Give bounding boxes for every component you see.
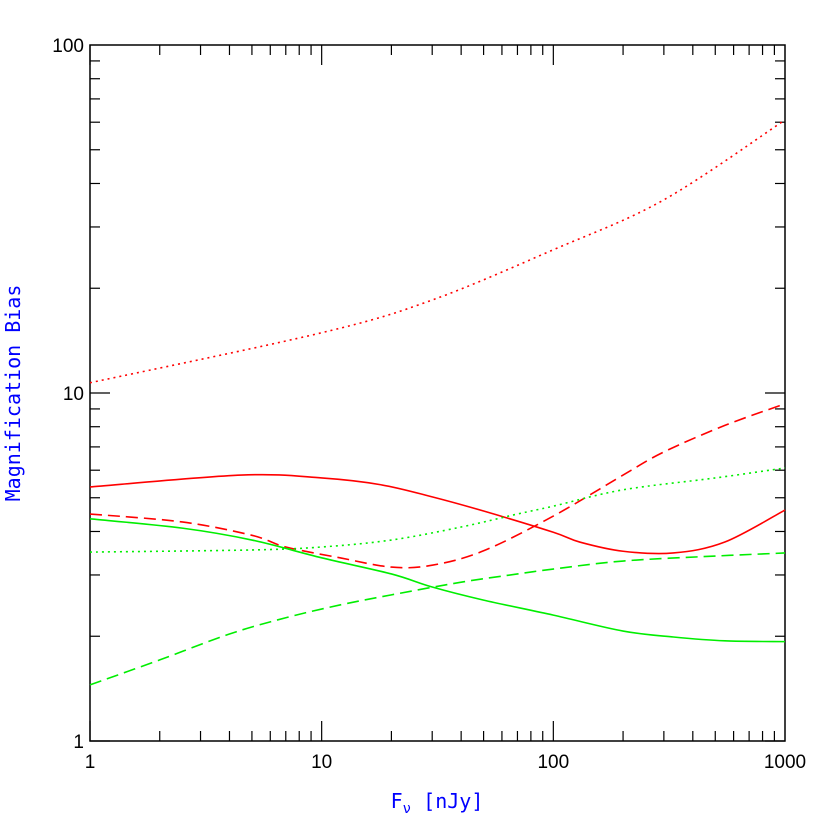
y-axis-title: Magnification Bias: [1, 285, 25, 502]
series-group: [89, 119, 786, 686]
series-line-1-solid: [89, 473, 786, 555]
y-tick-label: 1: [73, 732, 84, 753]
series-line-4-dashed: [89, 552, 786, 686]
ticks: [89, 45, 785, 742]
x-tick-label: 1000: [764, 752, 806, 773]
plot-frame: [89, 44, 786, 742]
x-axis-title: Fν [nJy]: [391, 789, 484, 817]
y-tick-label: 10: [63, 384, 84, 405]
series-line-0-dotted: [89, 119, 786, 384]
x-tick-label: 10: [311, 752, 332, 773]
x-tick-label: 100: [537, 752, 569, 773]
tick-labels: 1 10 100 1000 1 10 100: [52, 36, 806, 773]
series-line-5-dotted: [89, 467, 786, 553]
y-tick-label: 100: [52, 36, 84, 57]
series-line-3-solid: [89, 518, 786, 643]
series-line-2-dashed: [89, 403, 786, 569]
x-tick-label: 1: [85, 752, 96, 773]
